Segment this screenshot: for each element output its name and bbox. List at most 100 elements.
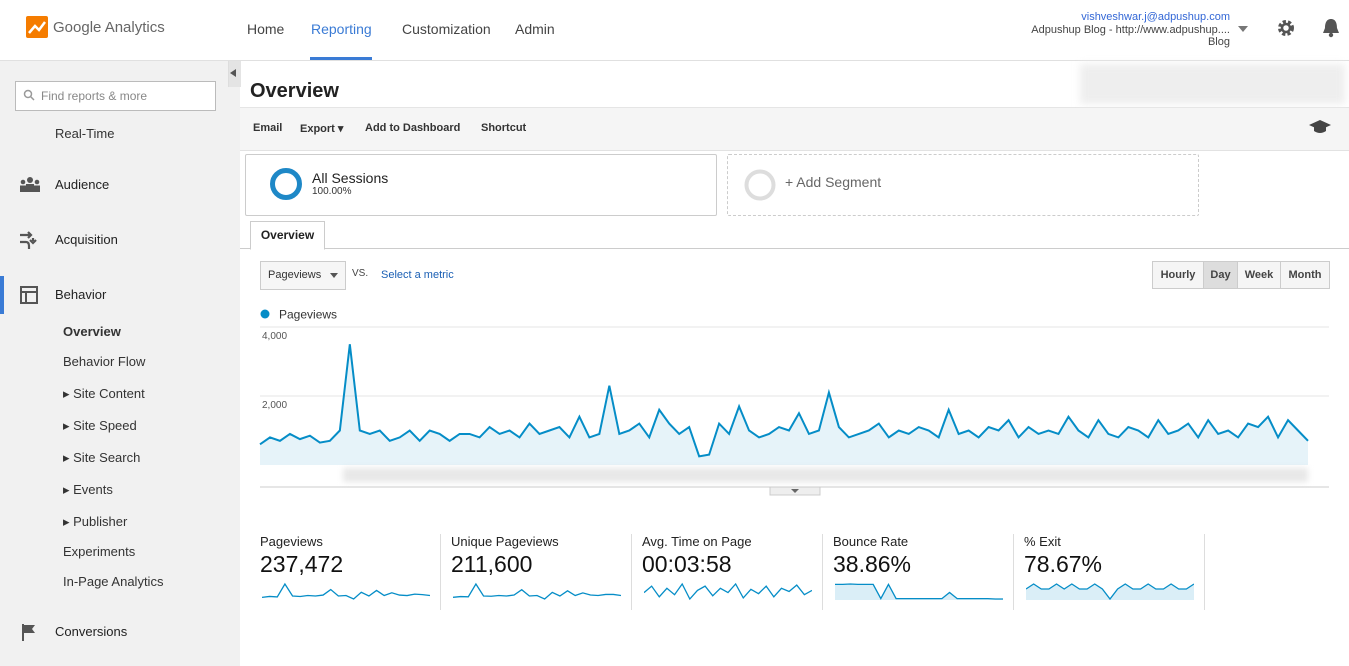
scorecard: Avg. Time on Page 00:03:58 xyxy=(642,534,752,578)
toolbar-item[interactable]: Add to Dashboard xyxy=(365,122,461,134)
nav-item[interactable]: Home xyxy=(247,21,285,37)
y-tick-label: 4,000 xyxy=(262,331,287,342)
sub-item[interactable]: Behavior Flow xyxy=(63,354,146,369)
search-placeholder: Find reports & more xyxy=(41,89,148,103)
nav-item[interactable]: Admin xyxy=(515,21,555,37)
sparkline xyxy=(262,582,430,600)
nav-item[interactable]: Reporting xyxy=(311,21,372,37)
chart: Pageviews 2,000 4,000 xyxy=(259,308,1329,496)
legend-label: Pageviews xyxy=(279,308,337,322)
nav-item[interactable]: Customization xyxy=(402,21,491,37)
metric-label: Pageviews xyxy=(268,269,322,281)
side-item[interactable]: Behavior xyxy=(55,287,107,302)
header xyxy=(0,0,1349,61)
sub-item[interactable]: ▸ Site Content xyxy=(63,386,145,401)
sub-item[interactable]: ▸ Publisher xyxy=(63,514,128,529)
sub-label: Site Search xyxy=(73,450,141,465)
sub-label: Site Speed xyxy=(73,418,137,433)
card-separator xyxy=(440,534,441,610)
sparkline-area xyxy=(1026,584,1194,600)
sub-item[interactable]: ▸ Site Search xyxy=(63,450,141,465)
toolbar-item[interactable]: Shortcut xyxy=(481,122,527,134)
sub-label: Events xyxy=(73,482,113,497)
period-button[interactable]: Day xyxy=(1203,261,1238,289)
scorecard-label: % Exit xyxy=(1024,534,1061,549)
scorecard-value: 00:03:58 xyxy=(642,551,732,577)
segment-card[interactable] xyxy=(245,154,717,216)
academy-icon[interactable] xyxy=(1309,120,1331,134)
scorecard-label: Pageviews xyxy=(260,534,323,549)
chart-toggle-arrow xyxy=(791,489,799,493)
sparkline xyxy=(644,582,812,601)
metric-select[interactable] xyxy=(260,261,346,290)
add-segment-card[interactable] xyxy=(727,154,1199,216)
toolbar-item[interactable]: Email xyxy=(253,122,283,134)
select-metric[interactable]: Select a metric xyxy=(381,269,454,281)
scorecard: Unique Pageviews 211,600 xyxy=(451,534,559,578)
settings-icon[interactable] xyxy=(1277,19,1295,37)
acquisition-icon xyxy=(20,231,37,249)
logo-text: Google Analytics xyxy=(53,19,165,36)
sub-item[interactable]: In-Page Analytics xyxy=(63,574,164,589)
sub-item[interactable]: Overview xyxy=(63,324,121,339)
card-separator xyxy=(822,534,823,610)
audience-icon xyxy=(20,177,40,192)
scorecard-value: 211,600 xyxy=(451,551,533,577)
sub-item[interactable]: ▸ Site Speed xyxy=(63,418,137,433)
search-box[interactable] xyxy=(15,81,216,111)
account-view: Blog xyxy=(1207,36,1230,48)
toolbar-item[interactable]: Export ▾ xyxy=(300,123,344,135)
search-icon xyxy=(23,89,35,101)
line xyxy=(259,344,1309,458)
card-separator xyxy=(1013,534,1014,610)
scorecard: Pageviews 237,472 xyxy=(260,534,343,578)
sidebar xyxy=(0,61,240,666)
behavior-icon xyxy=(20,286,38,304)
nav-underline xyxy=(310,57,372,60)
sub-label: Publisher xyxy=(73,514,128,529)
sub-label: Site Content xyxy=(73,386,145,401)
sub-item[interactable]: ▸ Events xyxy=(63,482,113,497)
sparkline xyxy=(453,582,621,600)
card-separator xyxy=(1204,534,1205,610)
title-bar xyxy=(240,61,1349,108)
tab[interactable]: Overview xyxy=(250,221,325,250)
account-property: Adpushup Blog - http://www.adpushup.... xyxy=(1031,24,1230,36)
add-segment: + Add Segment xyxy=(785,174,882,190)
sparkline xyxy=(1026,583,1194,601)
side-item[interactable]: Real-Time xyxy=(20,126,114,141)
segment-ring xyxy=(270,168,302,200)
area xyxy=(260,344,1308,465)
scorecard-label: Unique Pageviews xyxy=(451,534,559,549)
card-separator xyxy=(631,534,632,610)
segment-name: All Sessions xyxy=(312,170,389,186)
active-marker xyxy=(0,276,4,314)
side-item[interactable]: Conversions xyxy=(55,624,128,639)
sparkline-line xyxy=(835,583,1003,600)
account-email[interactable]: vishveshwar.j@adpushup.com xyxy=(1081,11,1230,23)
sparkline xyxy=(835,583,1003,600)
blurred-x-labels xyxy=(343,468,1308,482)
legend-dot xyxy=(260,309,270,319)
sparkline-line xyxy=(1026,583,1194,601)
period-button[interactable]: Month xyxy=(1280,261,1330,289)
scorecard-label: Bounce Rate xyxy=(833,534,909,549)
tab-line xyxy=(240,248,1349,249)
segment-share: 100.00% xyxy=(312,186,352,197)
period-button[interactable]: Hourly xyxy=(1152,261,1204,289)
dropdown-arrow[interactable] xyxy=(1238,26,1248,32)
sparkline-line xyxy=(453,582,621,600)
vs-label: VS. xyxy=(352,268,369,279)
y-tick-label: 2,000 xyxy=(262,400,287,411)
notification-icon[interactable] xyxy=(1322,18,1340,38)
page-title: Overview xyxy=(250,80,339,102)
side-item[interactable]: Acquisition xyxy=(55,232,118,247)
toolbar-label: Export xyxy=(300,123,335,135)
select-arrow xyxy=(330,273,338,278)
conversions-icon xyxy=(22,624,35,641)
sparkline-line xyxy=(644,582,812,601)
period-button[interactable]: Week xyxy=(1237,261,1281,289)
sub-item[interactable]: Experiments xyxy=(63,544,136,559)
side-item[interactable]: Audience xyxy=(55,177,110,192)
